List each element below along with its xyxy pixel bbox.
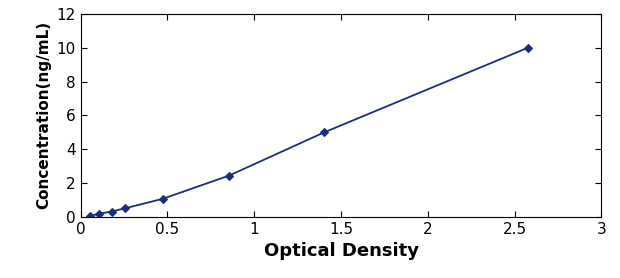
Y-axis label: Concentration(ng/mL): Concentration(ng/mL) bbox=[36, 21, 51, 209]
X-axis label: Optical Density: Optical Density bbox=[264, 242, 418, 260]
